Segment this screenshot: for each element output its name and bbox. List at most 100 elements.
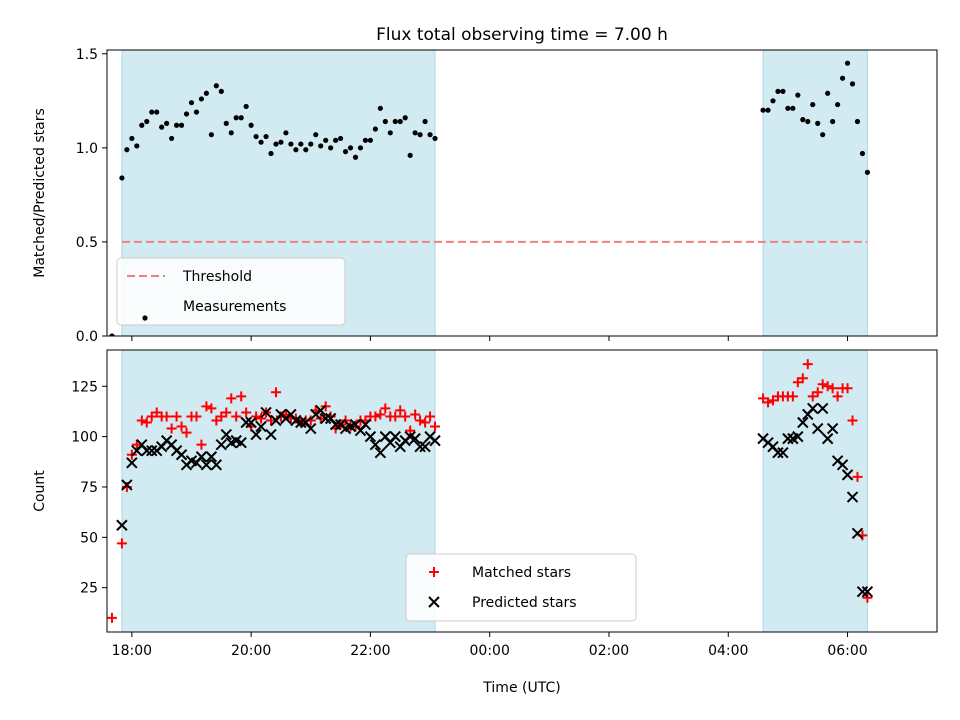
x-tick-label: 22:00 [350,643,390,659]
measurement-point [273,141,279,147]
matched-stars-point [832,391,843,402]
predicted-stars-point [116,519,128,531]
measurement-point [397,118,403,125]
measurement-point [203,90,210,96]
measurement-point [139,122,145,128]
x-axis-label: Time (UTC) [482,680,560,696]
x-tick-label: 04:00 [708,643,748,659]
y-axis-label: Matched/Predicted stars [32,108,48,278]
measurement-point [223,120,229,126]
measurement-point [263,133,269,140]
legend-measurement-swatch [142,315,148,321]
measurement-point [308,141,314,147]
predicted-stars-point [807,402,819,415]
measurement-point [805,118,811,125]
predicted-stars-point [374,447,387,459]
predicted-stars-point [240,416,252,429]
matched-stars-point [370,411,381,422]
predicted-stars-point [319,412,332,425]
matched-stars-point [196,439,207,450]
predicted-stars-point [429,434,441,447]
measurement-point [238,115,244,121]
matched-stars-point [797,373,808,384]
predicted-stars-point [146,445,158,457]
measurement-point [417,132,423,138]
measurement-point [328,145,334,151]
measurement-point [387,130,393,136]
data-marks [107,359,874,623]
measurement-point [119,175,125,181]
measurement-point [173,122,180,128]
measurement-point [800,117,806,123]
predicted-stars-point [315,404,327,417]
matched-stars-point [270,387,281,398]
predicted-stars-point [245,416,257,429]
predicted-stars-point [250,428,262,441]
measurement-point [178,122,185,128]
matched-stars-point [221,407,232,418]
measurement-point [775,88,781,94]
matched-stars-point [201,401,212,412]
matched-stars-point [842,383,853,394]
y-tick-label: 1.5 [76,47,98,63]
matched-stars-point [116,538,127,549]
legend-matched-swatch [429,567,439,577]
x-tick-label: 02:00 [589,643,629,659]
legend-label: Matched stars [472,565,571,581]
predicted-stars-point [797,416,809,429]
predicted-stars-point [414,440,426,453]
matched-stars-point [395,405,406,416]
measurement-point [333,137,339,143]
matched-stars-point [241,407,252,418]
measurement-point [193,109,200,115]
measurement-point [765,107,771,113]
observing-interval-band [121,350,436,632]
predicted-stars-point [777,447,789,459]
predicted-stars-point [121,479,133,491]
predicted-stars-point [195,451,208,463]
legend-box [116,257,346,326]
legend-label: Threshold [182,269,252,285]
predicted-stars-point [305,422,317,435]
measurement-point [864,169,871,175]
matched-stars-point [107,612,117,623]
y-tick-label: 125 [71,379,98,395]
matched-stars-point [787,391,798,402]
measurement-point [258,139,264,145]
measurement-point [268,150,274,157]
predicted-stars-point [126,457,138,469]
predicted-stars-point [841,469,854,481]
measurement-point [323,137,329,143]
predicted-stars-point [220,428,232,441]
predicted-stars-point [772,447,784,459]
measurement-point [228,130,234,136]
data-marks [109,60,871,336]
legend: Matched stars Predicted stars [405,553,637,622]
measurement-point [109,333,115,336]
measurement-point [298,141,304,147]
matched-stars-point [822,381,833,392]
legend: Threshold Measurements [116,257,346,326]
measurement-point [134,143,140,149]
predicted-stars-point [265,428,277,441]
matched-stars-point [375,409,386,420]
matched-stars-point [763,397,774,408]
matched-stars-point [812,387,823,398]
legend-predicted-swatch [428,596,440,608]
measurement-point [129,135,135,142]
measurement-point [218,88,224,94]
measurement-point [392,118,398,125]
measurement-point [347,145,354,151]
measurement-point [362,137,369,143]
matched-stars-point [131,439,142,450]
ratio-panel: 0.0 0.5 1.0 1.5 Matched/Predicted stars Thres… [32,47,938,345]
predicted-stars-point [210,459,223,471]
legend-label: Predicted stars [472,595,577,611]
measurement-point [402,115,408,121]
predicted-stars-point [175,449,188,461]
measurement-point [342,149,349,155]
matched-stars-point [231,411,242,422]
measurement-point [248,122,254,128]
predicted-stars-point [295,416,307,429]
